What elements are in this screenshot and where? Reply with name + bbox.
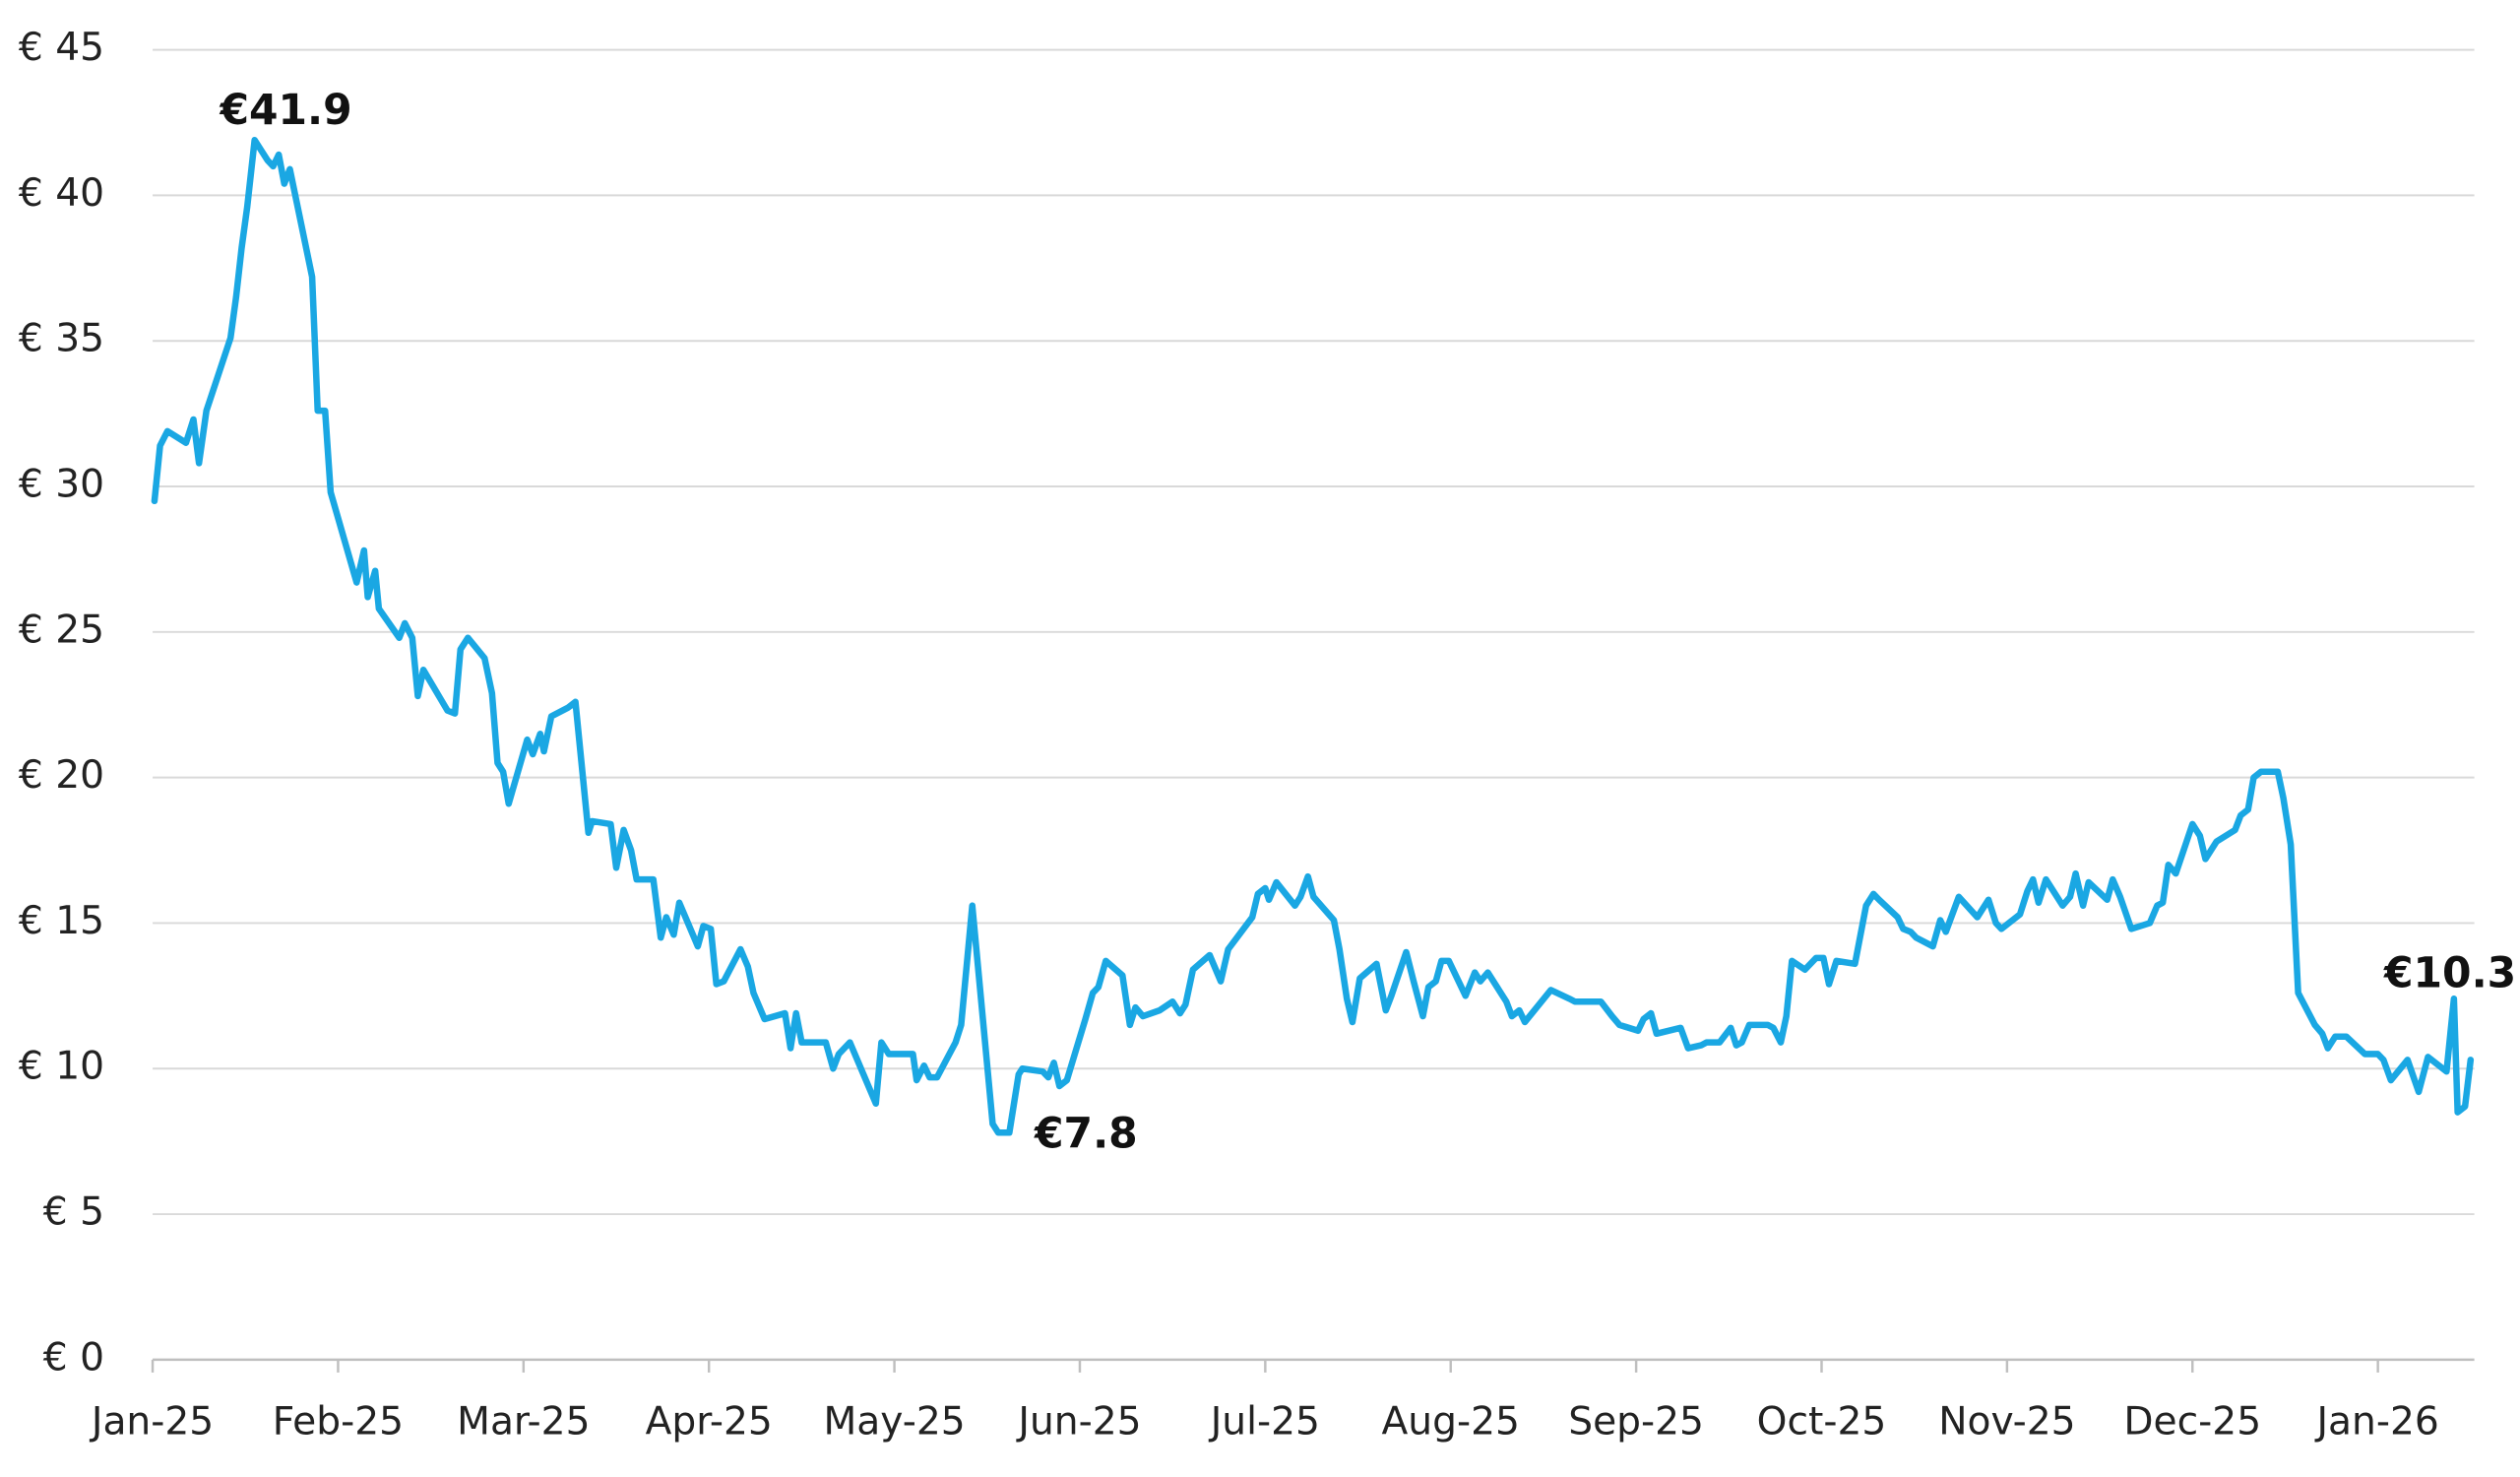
x-tick-label: Aug-25 xyxy=(1382,1400,1520,1445)
y-tick-label: € 25 xyxy=(19,608,104,652)
y-tick-label: € 35 xyxy=(19,317,104,361)
x-tick-label: Oct-25 xyxy=(1757,1400,1887,1445)
annotation: €7.8 xyxy=(1034,1110,1138,1158)
x-tick-label: May-25 xyxy=(823,1400,965,1445)
y-tick-label: € 45 xyxy=(19,26,104,70)
y-tick-label: € 5 xyxy=(43,1190,104,1235)
x-tick-label: Apr-25 xyxy=(646,1400,773,1445)
y-tick-label: € 10 xyxy=(19,1045,104,1089)
x-tick-label: Jan-25 xyxy=(89,1400,214,1445)
price-line xyxy=(151,136,2475,1136)
x-tick-label: Mar-25 xyxy=(457,1400,590,1445)
y-tick-label: € 0 xyxy=(43,1335,104,1380)
y-tick-label: € 30 xyxy=(19,463,104,507)
annotation: €10.3 xyxy=(2383,949,2516,997)
x-tick-label: Sep-25 xyxy=(1568,1400,1704,1445)
x-tick-label: Jan-26 xyxy=(2313,1400,2438,1445)
x-tick-label: Jun-25 xyxy=(1015,1400,1141,1445)
x-tick-label: Jul-25 xyxy=(1208,1400,1320,1445)
x-tick-label: Feb-25 xyxy=(273,1400,404,1445)
y-tick-label: € 40 xyxy=(19,171,104,216)
annotation: €41.9 xyxy=(219,87,351,135)
y-tick-label: € 15 xyxy=(19,899,104,943)
x-tick-label: Nov-25 xyxy=(1938,1400,2075,1445)
y-tick-label: € 20 xyxy=(19,753,104,798)
x-tick-label: Dec-25 xyxy=(2123,1400,2261,1445)
